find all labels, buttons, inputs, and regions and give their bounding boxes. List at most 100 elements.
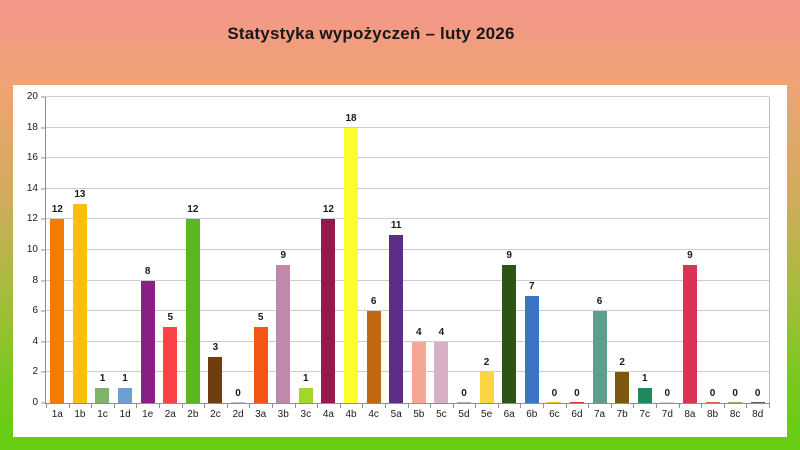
bar-value-label: 3 [212,342,219,354]
bar-value-label: 6 [596,296,603,308]
x-axis-tick [543,403,545,408]
x-axis-tick [588,403,590,408]
bar-8c [728,402,743,403]
bar-3c [298,387,313,403]
x-axis-tick [769,403,770,408]
x-axis-label: 7b [616,409,628,420]
x-axis-label: 1d [119,409,131,420]
bar-6a [502,265,517,403]
x-axis-label: 6a [503,409,515,420]
x-axis-label: 5d [458,409,470,420]
grid-line [46,187,769,189]
bar-8a [682,265,697,403]
x-axis-label: 6b [526,409,538,420]
bar-value-label: 0 [732,388,738,399]
x-axis-label: 2a [164,409,176,420]
x-axis-tick [723,403,725,408]
y-axis-tick-label: 8 [32,274,38,286]
bar-value-label: 7 [528,280,535,292]
chart-title: Statystyka wypożyczeń – luty 2026 [227,24,515,43]
x-axis-tick [46,403,47,408]
x-axis-label: 8d [752,409,764,420]
bar-7c [637,387,652,403]
bar-value-label: 12 [187,204,199,216]
y-axis-tick [41,402,46,404]
y-axis-tick-label: 16 [26,152,38,164]
bar-7d [660,402,675,403]
x-axis-label: 7a [593,409,606,420]
x-axis-tick [701,403,703,408]
bar-5c [434,341,449,403]
bar-value-label: 8 [144,265,151,277]
x-axis-tick [113,403,115,408]
grid-line [46,340,769,342]
bar-value-label: 0 [235,388,241,399]
bar-value-label: 1 [99,372,106,384]
x-axis-label: 3a [255,409,267,420]
bar-3b [276,265,291,403]
bar-value-label: 6 [370,296,377,308]
x-axis-label: 3c [300,409,312,420]
x-axis-label: 2b [187,409,199,420]
y-axis-tick [41,127,46,129]
x-axis-label: 3b [277,409,289,420]
bar-value-label: 0 [664,388,671,399]
x-axis-label: 2c [210,409,221,420]
bar-value-label: 13 [74,189,86,201]
y-axis-tick-label: 12 [26,213,38,225]
x-axis-tick [181,403,183,408]
bar-1e [140,280,155,403]
y-axis-tick-label: 2 [32,366,38,378]
x-axis-label: 5c [436,409,447,420]
y-axis-tick-label: 20 [26,91,38,102]
x-axis-label: 8b [706,409,719,420]
x-axis-tick [339,403,341,408]
chart-panel: 0 2 4 6 8 10 12 14 16 18 20 12 1a 13 1b 1 1c 1 1d 8 1e 5 2a 12 2… [13,85,787,437]
bar-2d [231,402,246,403]
x-axis-label: 5e [481,409,493,420]
y-axis-tick-label: 6 [32,305,38,317]
x-axis-label: 5b [413,409,425,420]
x-axis-label: 4c [368,409,379,420]
y-axis-tick [41,341,46,343]
bar-7b [615,372,630,403]
bar-value-label: 1 [641,372,648,384]
y-axis-tick [41,310,46,312]
x-axis-tick [656,403,658,408]
x-axis-tick [271,403,273,408]
plot-area: 0 2 4 6 8 10 12 14 16 18 20 12 1a 13 1b 1 1c 1 1d 8 1e 5 2a 12 2… [27,92,770,420]
bar-value-label: 11 [390,219,402,231]
y-axis-tick [41,371,46,373]
x-axis-tick [68,403,70,408]
bar-2b [185,219,200,403]
x-axis-label: 7d [661,409,673,420]
x-axis-tick [746,403,748,408]
bar-value-label: 2 [619,357,625,369]
y-axis-tick-label: 14 [26,182,38,194]
x-axis-tick [565,403,567,408]
x-axis-label: 4a [322,409,334,420]
bar-2a [163,326,178,403]
x-axis-tick [226,403,228,408]
grid-line [46,218,769,220]
grid-line [46,249,769,250]
x-axis-label: 1c [97,409,108,420]
bar-value-label: 0 [709,388,716,399]
bar-value-label: 4 [438,326,445,338]
x-axis-tick [430,403,432,408]
bar-6d [569,402,584,403]
y-axis-tick-label: 10 [26,244,38,255]
x-axis-tick [452,403,454,408]
grid-line [46,279,769,281]
bar-value-label: 0 [461,388,467,399]
x-axis-label: 8c [729,409,741,420]
y-axis-tick [41,188,46,190]
bar-value-label: 5 [167,311,174,323]
grid-line [46,371,769,373]
bar-1b [72,204,87,403]
x-axis-tick [136,403,138,408]
x-axis-tick [610,403,612,408]
bar-value-label: 2 [483,357,490,369]
bar-value-label: 0 [551,388,558,399]
